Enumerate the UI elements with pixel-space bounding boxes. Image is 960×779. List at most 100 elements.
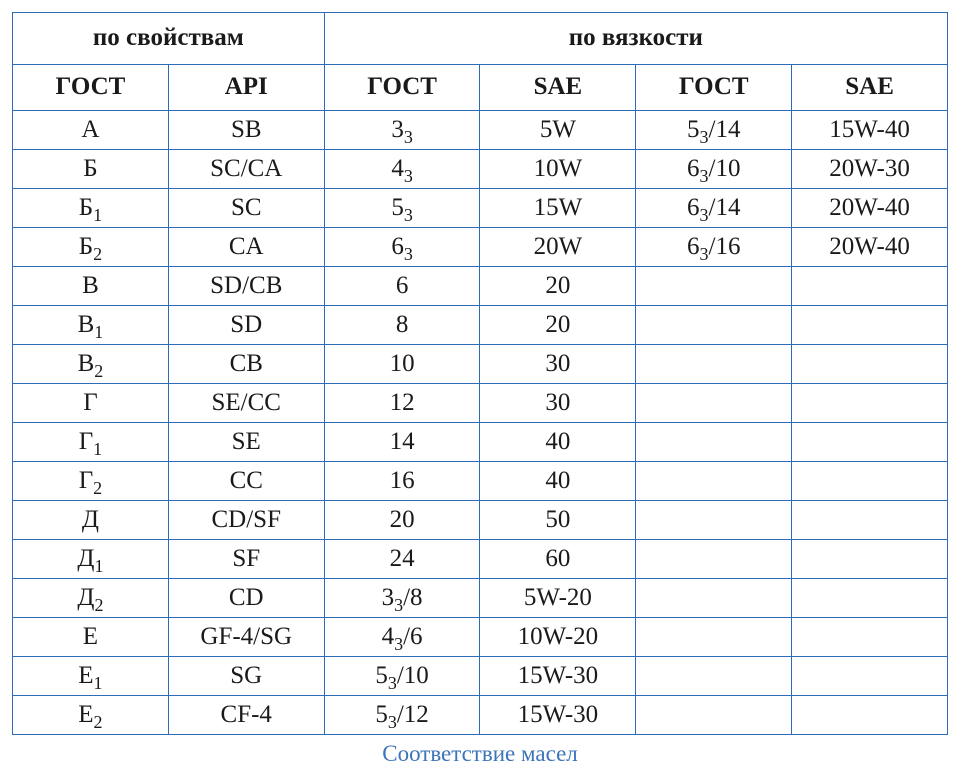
correspondence-table: по свойствам по вязкости ГОСТ API ГОСТ S… — [12, 12, 948, 735]
table-row: ВSD/CB620 — [13, 267, 948, 306]
table-cell — [792, 579, 948, 618]
table-cell: 63 — [324, 228, 480, 267]
table-cell: CD — [168, 579, 324, 618]
table-cell: SC — [168, 189, 324, 228]
table-cell: 33/8 — [324, 579, 480, 618]
table-cell: CD/SF — [168, 501, 324, 540]
table-cell — [792, 501, 948, 540]
table-cell: SC/CA — [168, 150, 324, 189]
table-cell: GF-4/SG — [168, 618, 324, 657]
table-cell: Г1 — [13, 423, 169, 462]
table-cell: 5W — [480, 111, 636, 150]
col-api: API — [168, 65, 324, 111]
table-cell: Д1 — [13, 540, 169, 579]
table-row: ЕGF-4/SG43/610W-20 — [13, 618, 948, 657]
table-cell: 15W — [480, 189, 636, 228]
table-cell — [636, 618, 792, 657]
table-cell: 20W — [480, 228, 636, 267]
table-cell: 20 — [480, 267, 636, 306]
table-cell: SE/CC — [168, 384, 324, 423]
table-cell: Г — [13, 384, 169, 423]
table-cell: 24 — [324, 540, 480, 579]
table-row: Е1SG53/1015W-30 — [13, 657, 948, 696]
table-cell: 20W-40 — [792, 189, 948, 228]
table-row: Г2CC1640 — [13, 462, 948, 501]
table-cell — [792, 696, 948, 735]
table-cell: Д2 — [13, 579, 169, 618]
table-cell: 53/12 — [324, 696, 480, 735]
table-cell: 50 — [480, 501, 636, 540]
table-cell: Г2 — [13, 462, 169, 501]
table-cell: 14 — [324, 423, 480, 462]
table-cell: А — [13, 111, 169, 150]
table-cell: CB — [168, 345, 324, 384]
table-header: по свойствам по вязкости ГОСТ API ГОСТ S… — [13, 13, 948, 111]
table-cell: 63/14 — [636, 189, 792, 228]
header-row-top: по свойствам по вязкости — [13, 13, 948, 65]
table-cell: CC — [168, 462, 324, 501]
table-cell — [636, 267, 792, 306]
table-row: ГSE/CC1230 — [13, 384, 948, 423]
table-cell — [636, 384, 792, 423]
table-cell: 20W-30 — [792, 150, 948, 189]
table-row: Д1SF2460 — [13, 540, 948, 579]
table-cell: 33 — [324, 111, 480, 150]
table-cell: 30 — [480, 384, 636, 423]
table-cell: 15W-40 — [792, 111, 948, 150]
table-cell: Е1 — [13, 657, 169, 696]
table-row: Д2CD33/85W-20 — [13, 579, 948, 618]
table-cell — [636, 696, 792, 735]
table-cell: SE — [168, 423, 324, 462]
table-cell: Е2 — [13, 696, 169, 735]
table-cell: 43 — [324, 150, 480, 189]
table-cell: 60 — [480, 540, 636, 579]
table-cell: 10W-20 — [480, 618, 636, 657]
table-cell: 63/10 — [636, 150, 792, 189]
table-row: Е2CF-453/1215W-30 — [13, 696, 948, 735]
table-cell: 5W-20 — [480, 579, 636, 618]
table-cell: 6 — [324, 267, 480, 306]
table-cell: SB — [168, 111, 324, 150]
table-cell — [792, 423, 948, 462]
table-row: В2CB1030 — [13, 345, 948, 384]
table-cell: Е — [13, 618, 169, 657]
table-row: БSC/CA4310W63/1020W-30 — [13, 150, 948, 189]
table-cell — [636, 306, 792, 345]
table-cell — [792, 345, 948, 384]
table-cell: 10 — [324, 345, 480, 384]
table-cell: В — [13, 267, 169, 306]
col-gost-2: ГОСТ — [324, 65, 480, 111]
table-cell: 15W-30 — [480, 696, 636, 735]
table-cell: 43/6 — [324, 618, 480, 657]
header-row-sub: ГОСТ API ГОСТ SAE ГОСТ SAE — [13, 65, 948, 111]
table-cell: SD — [168, 306, 324, 345]
table-cell — [792, 618, 948, 657]
header-viscosity: по вязкости — [324, 13, 947, 65]
table-row: Г1SE1440 — [13, 423, 948, 462]
table-cell: CF-4 — [168, 696, 324, 735]
table-cell: 10W — [480, 150, 636, 189]
table-cell: В1 — [13, 306, 169, 345]
table-cell: 53/10 — [324, 657, 480, 696]
table-cell: SF — [168, 540, 324, 579]
table-cell: SG — [168, 657, 324, 696]
table-cell — [792, 267, 948, 306]
table-cell — [792, 384, 948, 423]
table-cell: Б — [13, 150, 169, 189]
table-body: АSB335W53/1415W-40БSC/CA4310W63/1020W-30… — [13, 111, 948, 735]
table-row: ДCD/SF2050 — [13, 501, 948, 540]
table-cell — [636, 501, 792, 540]
table-cell: 8 — [324, 306, 480, 345]
col-sae-2: SAE — [792, 65, 948, 111]
table-cell — [792, 462, 948, 501]
table-cell: Б1 — [13, 189, 169, 228]
table-row: АSB335W53/1415W-40 — [13, 111, 948, 150]
table-cell: 63/16 — [636, 228, 792, 267]
table-cell: Б2 — [13, 228, 169, 267]
table-cell: 20W-40 — [792, 228, 948, 267]
col-gost-1: ГОСТ — [13, 65, 169, 111]
table-cell — [636, 540, 792, 579]
table-cell: В2 — [13, 345, 169, 384]
table-cell: 53 — [324, 189, 480, 228]
header-properties: по свойствам — [13, 13, 325, 65]
